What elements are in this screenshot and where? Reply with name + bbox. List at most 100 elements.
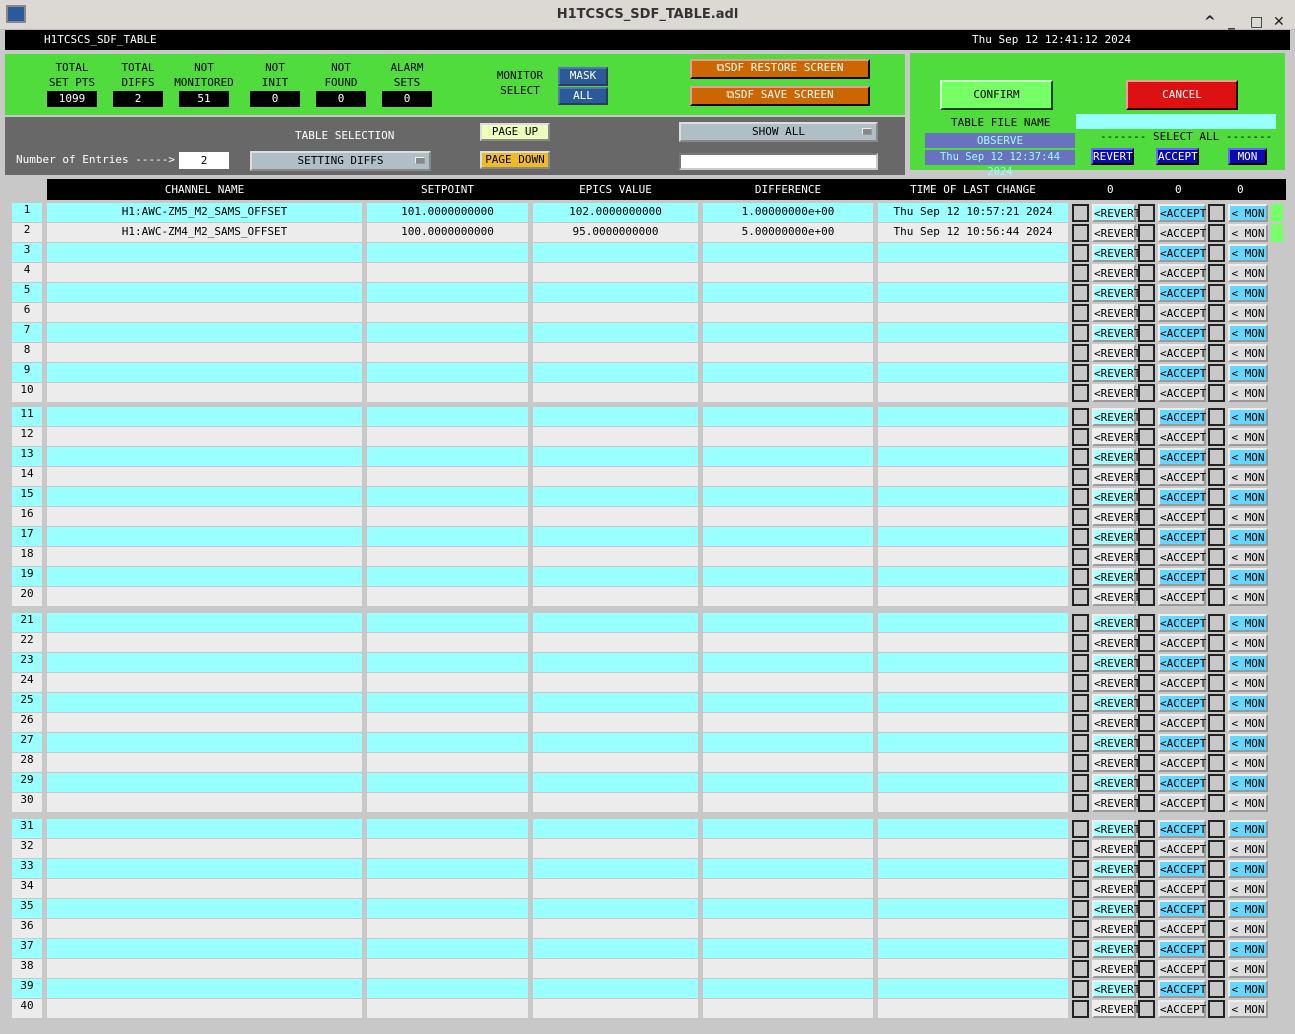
- accept-button[interactable]: <ACCEPT: [1158, 840, 1206, 858]
- mon-button[interactable]: < MON: [1228, 324, 1268, 342]
- accept-checkbox[interactable]: [1138, 920, 1155, 938]
- mon-checkbox[interactable]: [1208, 408, 1225, 426]
- revert-checkbox[interactable]: [1072, 224, 1089, 242]
- accept-checkbox[interactable]: [1138, 284, 1155, 302]
- mon-button[interactable]: < MON: [1228, 734, 1268, 752]
- accept-button[interactable]: <ACCEPT: [1158, 224, 1206, 242]
- revert-checkbox[interactable]: [1072, 548, 1089, 566]
- revert-checkbox[interactable]: [1072, 324, 1089, 342]
- revert-checkbox[interactable]: [1072, 304, 1089, 322]
- revert-button[interactable]: <REVERT: [1092, 528, 1140, 546]
- revert-checkbox[interactable]: [1072, 344, 1089, 362]
- accept-checkbox[interactable]: [1138, 324, 1155, 342]
- revert-checkbox[interactable]: [1072, 714, 1089, 732]
- accept-button[interactable]: <ACCEPT: [1158, 860, 1206, 878]
- mon-checkbox[interactable]: [1208, 528, 1225, 546]
- revert-button[interactable]: <REVERT: [1092, 224, 1140, 242]
- revert-checkbox[interactable]: [1072, 264, 1089, 282]
- accept-checkbox[interactable]: [1138, 204, 1155, 222]
- revert-checkbox[interactable]: [1072, 408, 1089, 426]
- revert-button[interactable]: <REVERT: [1092, 384, 1140, 402]
- mon-button[interactable]: < MON: [1228, 364, 1268, 382]
- accept-button[interactable]: <ACCEPT: [1158, 448, 1206, 466]
- mon-button[interactable]: < MON: [1228, 548, 1268, 566]
- mon-checkbox[interactable]: [1208, 264, 1225, 282]
- mon-checkbox[interactable]: [1208, 284, 1225, 302]
- mon-checkbox[interactable]: [1208, 428, 1225, 446]
- mon-checkbox[interactable]: [1208, 588, 1225, 606]
- accept-button[interactable]: <ACCEPT: [1158, 284, 1206, 302]
- select-all-revert-button[interactable]: REVERT: [1091, 148, 1134, 165]
- revert-checkbox[interactable]: [1072, 384, 1089, 402]
- mon-checkbox[interactable]: [1208, 488, 1225, 506]
- mon-checkbox[interactable]: [1208, 448, 1225, 466]
- filter-input[interactable]: [679, 153, 878, 170]
- mon-checkbox[interactable]: [1208, 568, 1225, 586]
- accept-button[interactable]: <ACCEPT: [1158, 204, 1206, 222]
- revert-checkbox[interactable]: [1072, 734, 1089, 752]
- accept-checkbox[interactable]: [1138, 794, 1155, 812]
- accept-button[interactable]: <ACCEPT: [1158, 428, 1206, 446]
- accept-checkbox[interactable]: [1138, 304, 1155, 322]
- accept-button[interactable]: <ACCEPT: [1158, 468, 1206, 486]
- revert-checkbox[interactable]: [1072, 244, 1089, 262]
- accept-button[interactable]: <ACCEPT: [1158, 714, 1206, 732]
- mon-checkbox[interactable]: [1208, 224, 1225, 242]
- revert-button[interactable]: <REVERT: [1092, 654, 1140, 672]
- accept-checkbox[interactable]: [1138, 654, 1155, 672]
- accept-checkbox[interactable]: [1138, 244, 1155, 262]
- accept-checkbox[interactable]: [1138, 428, 1155, 446]
- all-button[interactable]: ALL: [558, 87, 608, 105]
- sdf-restore-button[interactable]: ⧉SDF RESTORE SCREEN: [690, 59, 870, 79]
- revert-checkbox[interactable]: [1072, 364, 1089, 382]
- accept-checkbox[interactable]: [1138, 588, 1155, 606]
- revert-checkbox[interactable]: [1072, 488, 1089, 506]
- accept-button[interactable]: <ACCEPT: [1158, 614, 1206, 632]
- revert-button[interactable]: <REVERT: [1092, 244, 1140, 262]
- revert-button[interactable]: <REVERT: [1092, 674, 1140, 692]
- mon-button[interactable]: < MON: [1228, 224, 1268, 242]
- mon-button[interactable]: < MON: [1228, 588, 1268, 606]
- accept-button[interactable]: <ACCEPT: [1158, 880, 1206, 898]
- revert-button[interactable]: <REVERT: [1092, 344, 1140, 362]
- revert-button[interactable]: <REVERT: [1092, 364, 1140, 382]
- accept-checkbox[interactable]: [1138, 468, 1155, 486]
- revert-checkbox[interactable]: [1072, 694, 1089, 712]
- mon-button[interactable]: < MON: [1228, 1000, 1268, 1018]
- accept-button[interactable]: <ACCEPT: [1158, 244, 1206, 262]
- accept-button[interactable]: <ACCEPT: [1158, 264, 1206, 282]
- mon-checkbox[interactable]: [1208, 940, 1225, 958]
- accept-checkbox[interactable]: [1138, 840, 1155, 858]
- mon-checkbox[interactable]: [1208, 614, 1225, 632]
- mon-button[interactable]: < MON: [1228, 448, 1268, 466]
- accept-checkbox[interactable]: [1138, 344, 1155, 362]
- accept-button[interactable]: <ACCEPT: [1158, 940, 1206, 958]
- mon-checkbox[interactable]: [1208, 654, 1225, 672]
- revert-button[interactable]: <REVERT: [1092, 304, 1140, 322]
- revert-button[interactable]: <REVERT: [1092, 284, 1140, 302]
- mon-checkbox[interactable]: [1208, 980, 1225, 998]
- mon-button[interactable]: < MON: [1228, 860, 1268, 878]
- accept-checkbox[interactable]: [1138, 1000, 1155, 1018]
- cancel-button[interactable]: CANCEL: [1126, 80, 1238, 110]
- mon-button[interactable]: < MON: [1228, 940, 1268, 958]
- accept-checkbox[interactable]: [1138, 528, 1155, 546]
- revert-checkbox[interactable]: [1072, 794, 1089, 812]
- maximize-icon[interactable]: □: [1250, 14, 1264, 30]
- mon-button[interactable]: < MON: [1228, 840, 1268, 858]
- accept-button[interactable]: <ACCEPT: [1158, 528, 1206, 546]
- mon-checkbox[interactable]: [1208, 1000, 1225, 1018]
- revert-button[interactable]: <REVERT: [1092, 774, 1140, 792]
- revert-checkbox[interactable]: [1072, 468, 1089, 486]
- mon-button[interactable]: < MON: [1228, 820, 1268, 838]
- confirm-button[interactable]: CONFIRM: [940, 80, 1053, 110]
- accept-checkbox[interactable]: [1138, 548, 1155, 566]
- revert-button[interactable]: <REVERT: [1092, 920, 1140, 938]
- accept-button[interactable]: <ACCEPT: [1158, 774, 1206, 792]
- accept-button[interactable]: <ACCEPT: [1158, 794, 1206, 812]
- accept-checkbox[interactable]: [1138, 674, 1155, 692]
- mon-checkbox[interactable]: [1208, 204, 1225, 222]
- accept-checkbox[interactable]: [1138, 860, 1155, 878]
- accept-checkbox[interactable]: [1138, 614, 1155, 632]
- mon-checkbox[interactable]: [1208, 304, 1225, 322]
